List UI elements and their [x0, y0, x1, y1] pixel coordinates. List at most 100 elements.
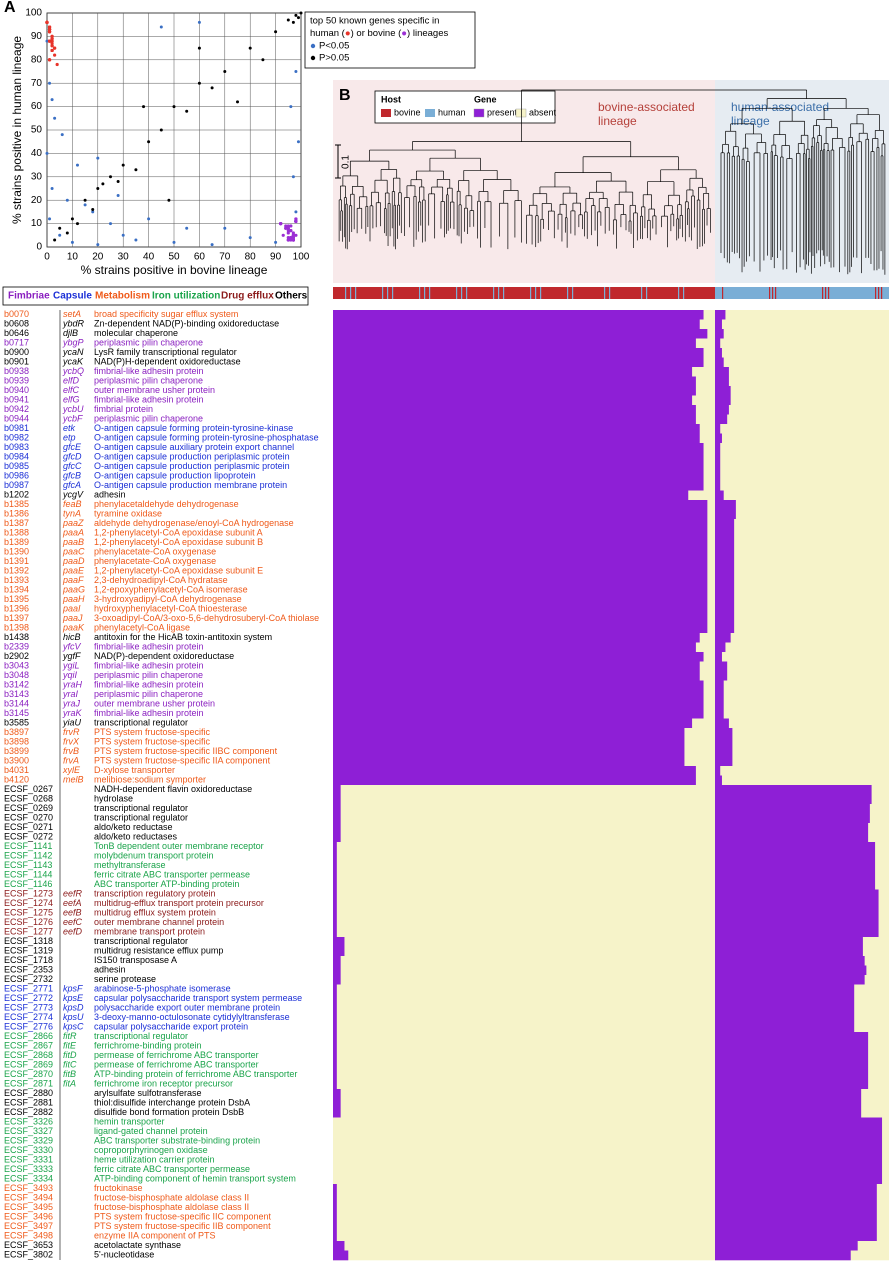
heat-absent [333, 1098, 889, 1109]
category-legend-label: Drug efflux [221, 291, 274, 302]
gene-id: ECSF_1276 [4, 917, 53, 927]
heat-bovine [333, 585, 708, 596]
gene-description: periplasmic pilin chaperone [94, 689, 203, 699]
x-tick-label: 100 [293, 252, 310, 263]
gene-id: ECSF_1141 [4, 841, 52, 851]
host-stripe [429, 287, 431, 299]
gene-name: kpsD [63, 1003, 84, 1013]
heat-absent [333, 984, 889, 995]
heat-bovine [333, 595, 708, 605]
heat-human [715, 690, 724, 700]
gene-description: O-antigen capsule forming protein-tyrosi… [94, 423, 293, 433]
scatter-point [58, 233, 62, 237]
legend-label: P>0.05 [319, 53, 349, 64]
legend-label: bovine [394, 107, 421, 117]
scatter-point [248, 46, 252, 50]
gene-id: ECSF_1144 [4, 870, 52, 880]
gene-description: membrane transport protein [94, 927, 205, 937]
heat-bovine [333, 918, 337, 928]
host-stripe [456, 287, 458, 299]
heat-bovine [333, 680, 704, 691]
gene-name: elfG [63, 395, 80, 405]
gene-id: ECSF_1143 [4, 860, 52, 870]
gene-description: fimbrial-like adhesin protein [94, 642, 204, 652]
scatter-point [45, 151, 49, 155]
heat-human [715, 842, 876, 852]
heat-human [715, 1136, 883, 1147]
heat-human [715, 1060, 869, 1071]
gene-description: periplasmic pilin chaperone [94, 414, 203, 424]
gene-id: ECSF_3331 [4, 1155, 53, 1165]
scatter-point [236, 100, 239, 104]
heat-bovine [333, 414, 696, 425]
gene-id: ECSF_3495 [4, 1202, 53, 1212]
top-gene-point [47, 58, 52, 62]
gene-description: molecular chaperone [94, 328, 178, 338]
heat-human [715, 642, 726, 653]
top-gene-point [50, 41, 54, 46]
scatter-point [70, 217, 74, 221]
scatter-point [65, 198, 69, 202]
legend-text: human (●) or bovine (●) lineages [310, 28, 448, 39]
gene-id: b1395 [4, 594, 29, 604]
gene-id: ECSF_1273 [4, 889, 53, 899]
gene-name: gfcD [63, 452, 82, 462]
gene-id: b1387 [4, 518, 29, 528]
gene-id: b4031 [4, 765, 29, 775]
heat-human [715, 737, 733, 748]
gene-name: paaD [62, 556, 85, 566]
scatter-point [172, 105, 176, 109]
top-gene-point [294, 219, 298, 223]
scatter-point [134, 238, 138, 242]
gene-id: ECSF_1274 [4, 898, 53, 908]
gene-id: ECSF_3498 [4, 1231, 53, 1241]
gene-name: fitC [63, 1060, 77, 1070]
gene-id: ECSF_3497 [4, 1221, 53, 1231]
gene-description: ferric citrate ABC transporter permease [94, 870, 250, 880]
heat-human [715, 329, 724, 339]
heat-bovine [333, 490, 689, 501]
gene-id: ECSF_3494 [4, 1193, 53, 1203]
host-stripe [775, 287, 777, 299]
scatter-point [294, 210, 298, 214]
heat-absent [333, 965, 889, 976]
heat-bovine [333, 718, 693, 729]
host-stripe [461, 287, 463, 299]
gene-name: ycbF [62, 414, 83, 424]
gene-description: outer membrane usher protein [94, 699, 215, 709]
gene-description: D-xylose transporter [94, 765, 175, 775]
gene-description: PTS system fructose-specific [94, 737, 211, 747]
host-stripe [641, 287, 643, 299]
scatter-point [60, 133, 64, 137]
legend-text-part: ● [401, 28, 407, 39]
gene-id: b1391 [4, 556, 29, 566]
host-stripe [503, 287, 505, 299]
heat-bovine [333, 443, 704, 453]
scatter-point [50, 187, 54, 190]
heat-human [715, 984, 855, 995]
gene-description: arylsulfate sulfotransferase [94, 1088, 202, 1098]
heat-human [715, 699, 724, 710]
gene-id: b1397 [4, 613, 29, 623]
gene-name: tynA [63, 509, 81, 519]
gene-name: kpsE [63, 993, 84, 1003]
heat-bovine [333, 1108, 341, 1118]
heat-absent [333, 899, 889, 909]
heat-human [715, 519, 735, 529]
host-stripe [466, 287, 468, 299]
gene-name: gfcA [63, 480, 81, 490]
heat-bovine [333, 547, 708, 558]
x-tick-label: 30 [118, 252, 130, 263]
heat-human [715, 1032, 869, 1042]
gene-id: ECSF_1277 [4, 927, 53, 937]
scatter-point [274, 30, 278, 34]
gene-description: polysaccharide export outer membrane pro… [94, 1003, 280, 1013]
top-gene-point [286, 229, 290, 233]
gene-id: ECSF_1142 [4, 851, 52, 861]
heat-bovine [333, 462, 704, 472]
gene-name: fitB [63, 1069, 76, 1079]
gene-description: PTS system fructose-specific IIC compone… [94, 1212, 272, 1222]
gene-name: paaB [62, 537, 84, 547]
scatter-point [294, 13, 298, 17]
gene-description: 1,2-phenylacetyl-CoA epoxidase subunit B [94, 537, 263, 547]
